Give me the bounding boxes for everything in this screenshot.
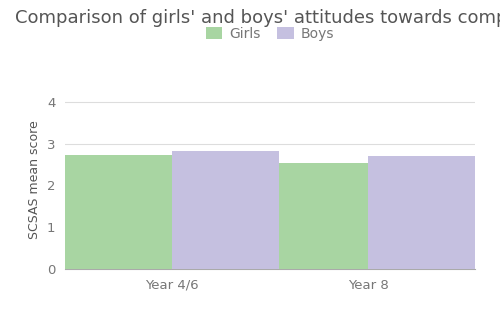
Bar	[368, 156, 475, 269]
Bar	[65, 155, 172, 269]
Y-axis label: SCSAS mean score: SCSAS mean score	[28, 120, 41, 239]
Bar	[172, 151, 279, 269]
Legend: Girls, Boys: Girls, Boys	[200, 21, 340, 46]
Bar	[261, 163, 368, 269]
Text: Comparison of girls' and boys' attitudes towards computing: Comparison of girls' and boys' attitudes…	[15, 9, 500, 27]
